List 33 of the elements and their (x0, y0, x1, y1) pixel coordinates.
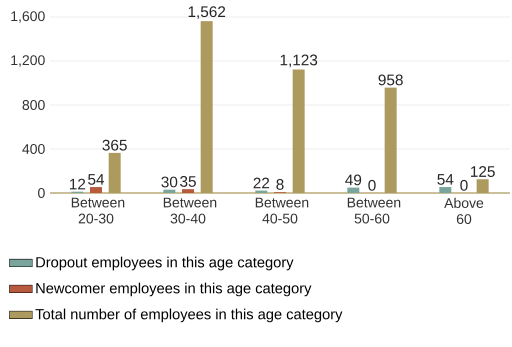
legend-label: Total number of employees in this age category (35, 308, 342, 322)
legend-label: Newcomer employees in this age category (36, 282, 312, 296)
data-label: 1,123 (280, 54, 318, 68)
data-label: 54 (437, 174, 454, 185)
y-tick-label: 1,200 (11, 55, 45, 67)
bar (90, 187, 102, 193)
bar (347, 188, 360, 193)
bar (182, 189, 194, 193)
y-tick-label: 0 (38, 188, 45, 198)
data-label: 22 (254, 178, 270, 188)
data-label: 958 (378, 74, 403, 86)
y-tick-label: 800 (22, 100, 45, 110)
data-label: 1,562 (188, 6, 226, 19)
data-label: 8 (276, 178, 284, 190)
x-tick-label: Above 60 (444, 198, 484, 224)
x-tick-label: Between 50-60 (348, 198, 400, 224)
data-label: 54 (88, 174, 104, 185)
bar (163, 190, 176, 193)
data-label: 125 (471, 166, 495, 177)
x-tick-label: Between 40-50 (256, 198, 308, 224)
bar (439, 187, 452, 193)
data-label: 35 (180, 176, 196, 187)
legend-label: Dropout employees in this age category (36, 256, 294, 270)
x-tick-label: Between 30-40 (164, 198, 216, 224)
y-tick-label: 400 (22, 144, 45, 154)
data-label: 0 (460, 180, 468, 191)
x-tick-label: Between 20-30 (72, 198, 124, 224)
y-tick-label: 1,600 (11, 11, 45, 23)
data-label: 30 (161, 176, 178, 188)
data-label: 0 (368, 180, 376, 191)
data-label: 365 (102, 140, 127, 151)
data-label: 12 (70, 178, 86, 190)
data-label: 49 (345, 174, 362, 186)
